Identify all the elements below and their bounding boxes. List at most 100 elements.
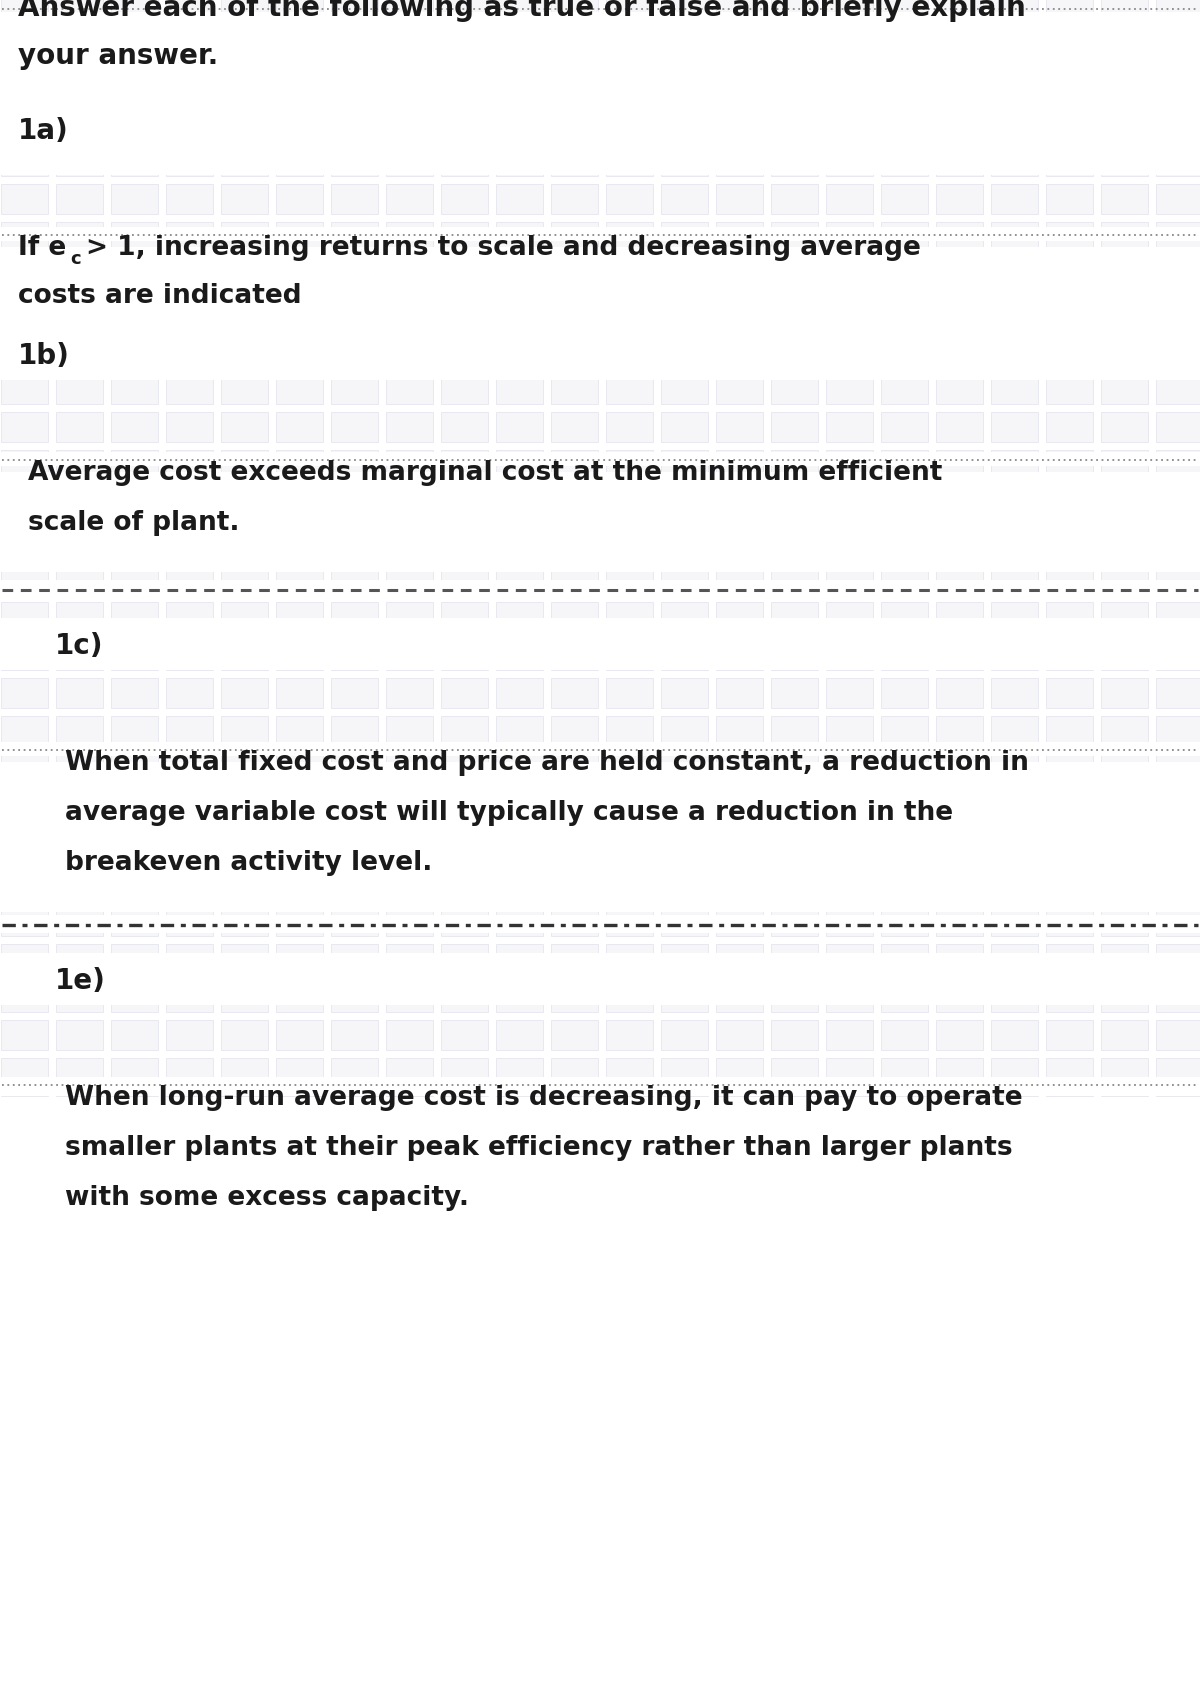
Bar: [496, 1400, 542, 1431]
Bar: [112, 1666, 158, 1695]
Bar: [881, 830, 928, 860]
Bar: [606, 1324, 653, 1354]
Bar: [331, 183, 378, 214]
Bar: [386, 1627, 433, 1658]
Bar: [772, 1324, 818, 1354]
Bar: [1, 944, 48, 974]
Bar: [716, 1666, 763, 1695]
Bar: [1102, 1400, 1148, 1431]
Bar: [772, 32, 818, 63]
Bar: [772, 412, 818, 441]
Bar: [772, 183, 818, 214]
Bar: [112, 0, 158, 24]
Bar: [112, 32, 158, 63]
Bar: [991, 1666, 1038, 1695]
Bar: [1, 679, 48, 708]
Bar: [772, 830, 818, 860]
Bar: [166, 1666, 214, 1695]
Bar: [551, 299, 598, 328]
Bar: [881, 640, 928, 670]
Bar: [606, 983, 653, 1011]
Bar: [826, 1324, 874, 1354]
Bar: [991, 1134, 1038, 1164]
Bar: [772, 906, 818, 937]
Bar: [936, 299, 983, 328]
Bar: [936, 830, 983, 860]
Bar: [772, 109, 818, 137]
Bar: [991, 1553, 1038, 1582]
Bar: [772, 1437, 818, 1468]
Bar: [551, 1134, 598, 1164]
Bar: [386, 1096, 433, 1127]
Bar: [661, 299, 708, 328]
Bar: [166, 1096, 214, 1127]
Bar: [276, 1514, 323, 1544]
Bar: [881, 1173, 928, 1201]
Bar: [606, 753, 653, 784]
Bar: [331, 716, 378, 747]
Bar: [881, 1666, 928, 1695]
Bar: [1046, 1096, 1093, 1127]
Bar: [166, 640, 214, 670]
Bar: [56, 299, 103, 328]
Bar: [716, 373, 763, 404]
Bar: [0, 915, 1200, 933]
Bar: [936, 944, 983, 974]
Bar: [386, 260, 433, 290]
Bar: [826, 1020, 874, 1050]
Bar: [386, 1247, 433, 1278]
Bar: [772, 1020, 818, 1050]
Bar: [1046, 716, 1093, 747]
Bar: [826, 830, 874, 860]
Bar: [606, 32, 653, 63]
Bar: [331, 0, 378, 24]
Bar: [881, 222, 928, 251]
Bar: [56, 489, 103, 518]
Bar: [661, 1210, 708, 1241]
Bar: [1, 867, 48, 898]
Bar: [221, 1286, 268, 1315]
Bar: [112, 260, 158, 290]
Bar: [1, 260, 48, 290]
Bar: [276, 412, 323, 441]
Bar: [606, 792, 653, 821]
Bar: [716, 1476, 763, 1505]
Bar: [1156, 1286, 1200, 1315]
Bar: [881, 1096, 928, 1127]
Bar: [551, 640, 598, 670]
Bar: [276, 753, 323, 784]
Bar: [276, 640, 323, 670]
Bar: [991, 109, 1038, 137]
Bar: [496, 1096, 542, 1127]
Bar: [1, 32, 48, 63]
Bar: [881, 526, 928, 557]
Bar: [276, 1096, 323, 1127]
Bar: [496, 1057, 542, 1088]
Bar: [112, 526, 158, 557]
Bar: [551, 32, 598, 63]
Bar: [496, 640, 542, 670]
Bar: [1156, 983, 1200, 1011]
Bar: [1156, 602, 1200, 631]
Bar: [56, 1096, 103, 1127]
Bar: [166, 1057, 214, 1088]
Bar: [1046, 336, 1093, 367]
Bar: [0, 762, 1200, 911]
Bar: [496, 983, 542, 1011]
Bar: [551, 983, 598, 1011]
Bar: [1156, 183, 1200, 214]
Bar: [386, 753, 433, 784]
Bar: [1046, 1247, 1093, 1278]
Bar: [1046, 70, 1093, 100]
Bar: [1, 1437, 48, 1468]
Text: When long-run average cost is decreasing, it can pay to operate: When long-run average cost is decreasing…: [65, 1084, 1022, 1112]
Bar: [826, 222, 874, 251]
Bar: [936, 753, 983, 784]
Bar: [1156, 1553, 1200, 1582]
Bar: [386, 526, 433, 557]
Bar: [826, 1247, 874, 1278]
Bar: [221, 1514, 268, 1544]
Bar: [56, 792, 103, 821]
Bar: [56, 640, 103, 670]
Bar: [661, 450, 708, 480]
